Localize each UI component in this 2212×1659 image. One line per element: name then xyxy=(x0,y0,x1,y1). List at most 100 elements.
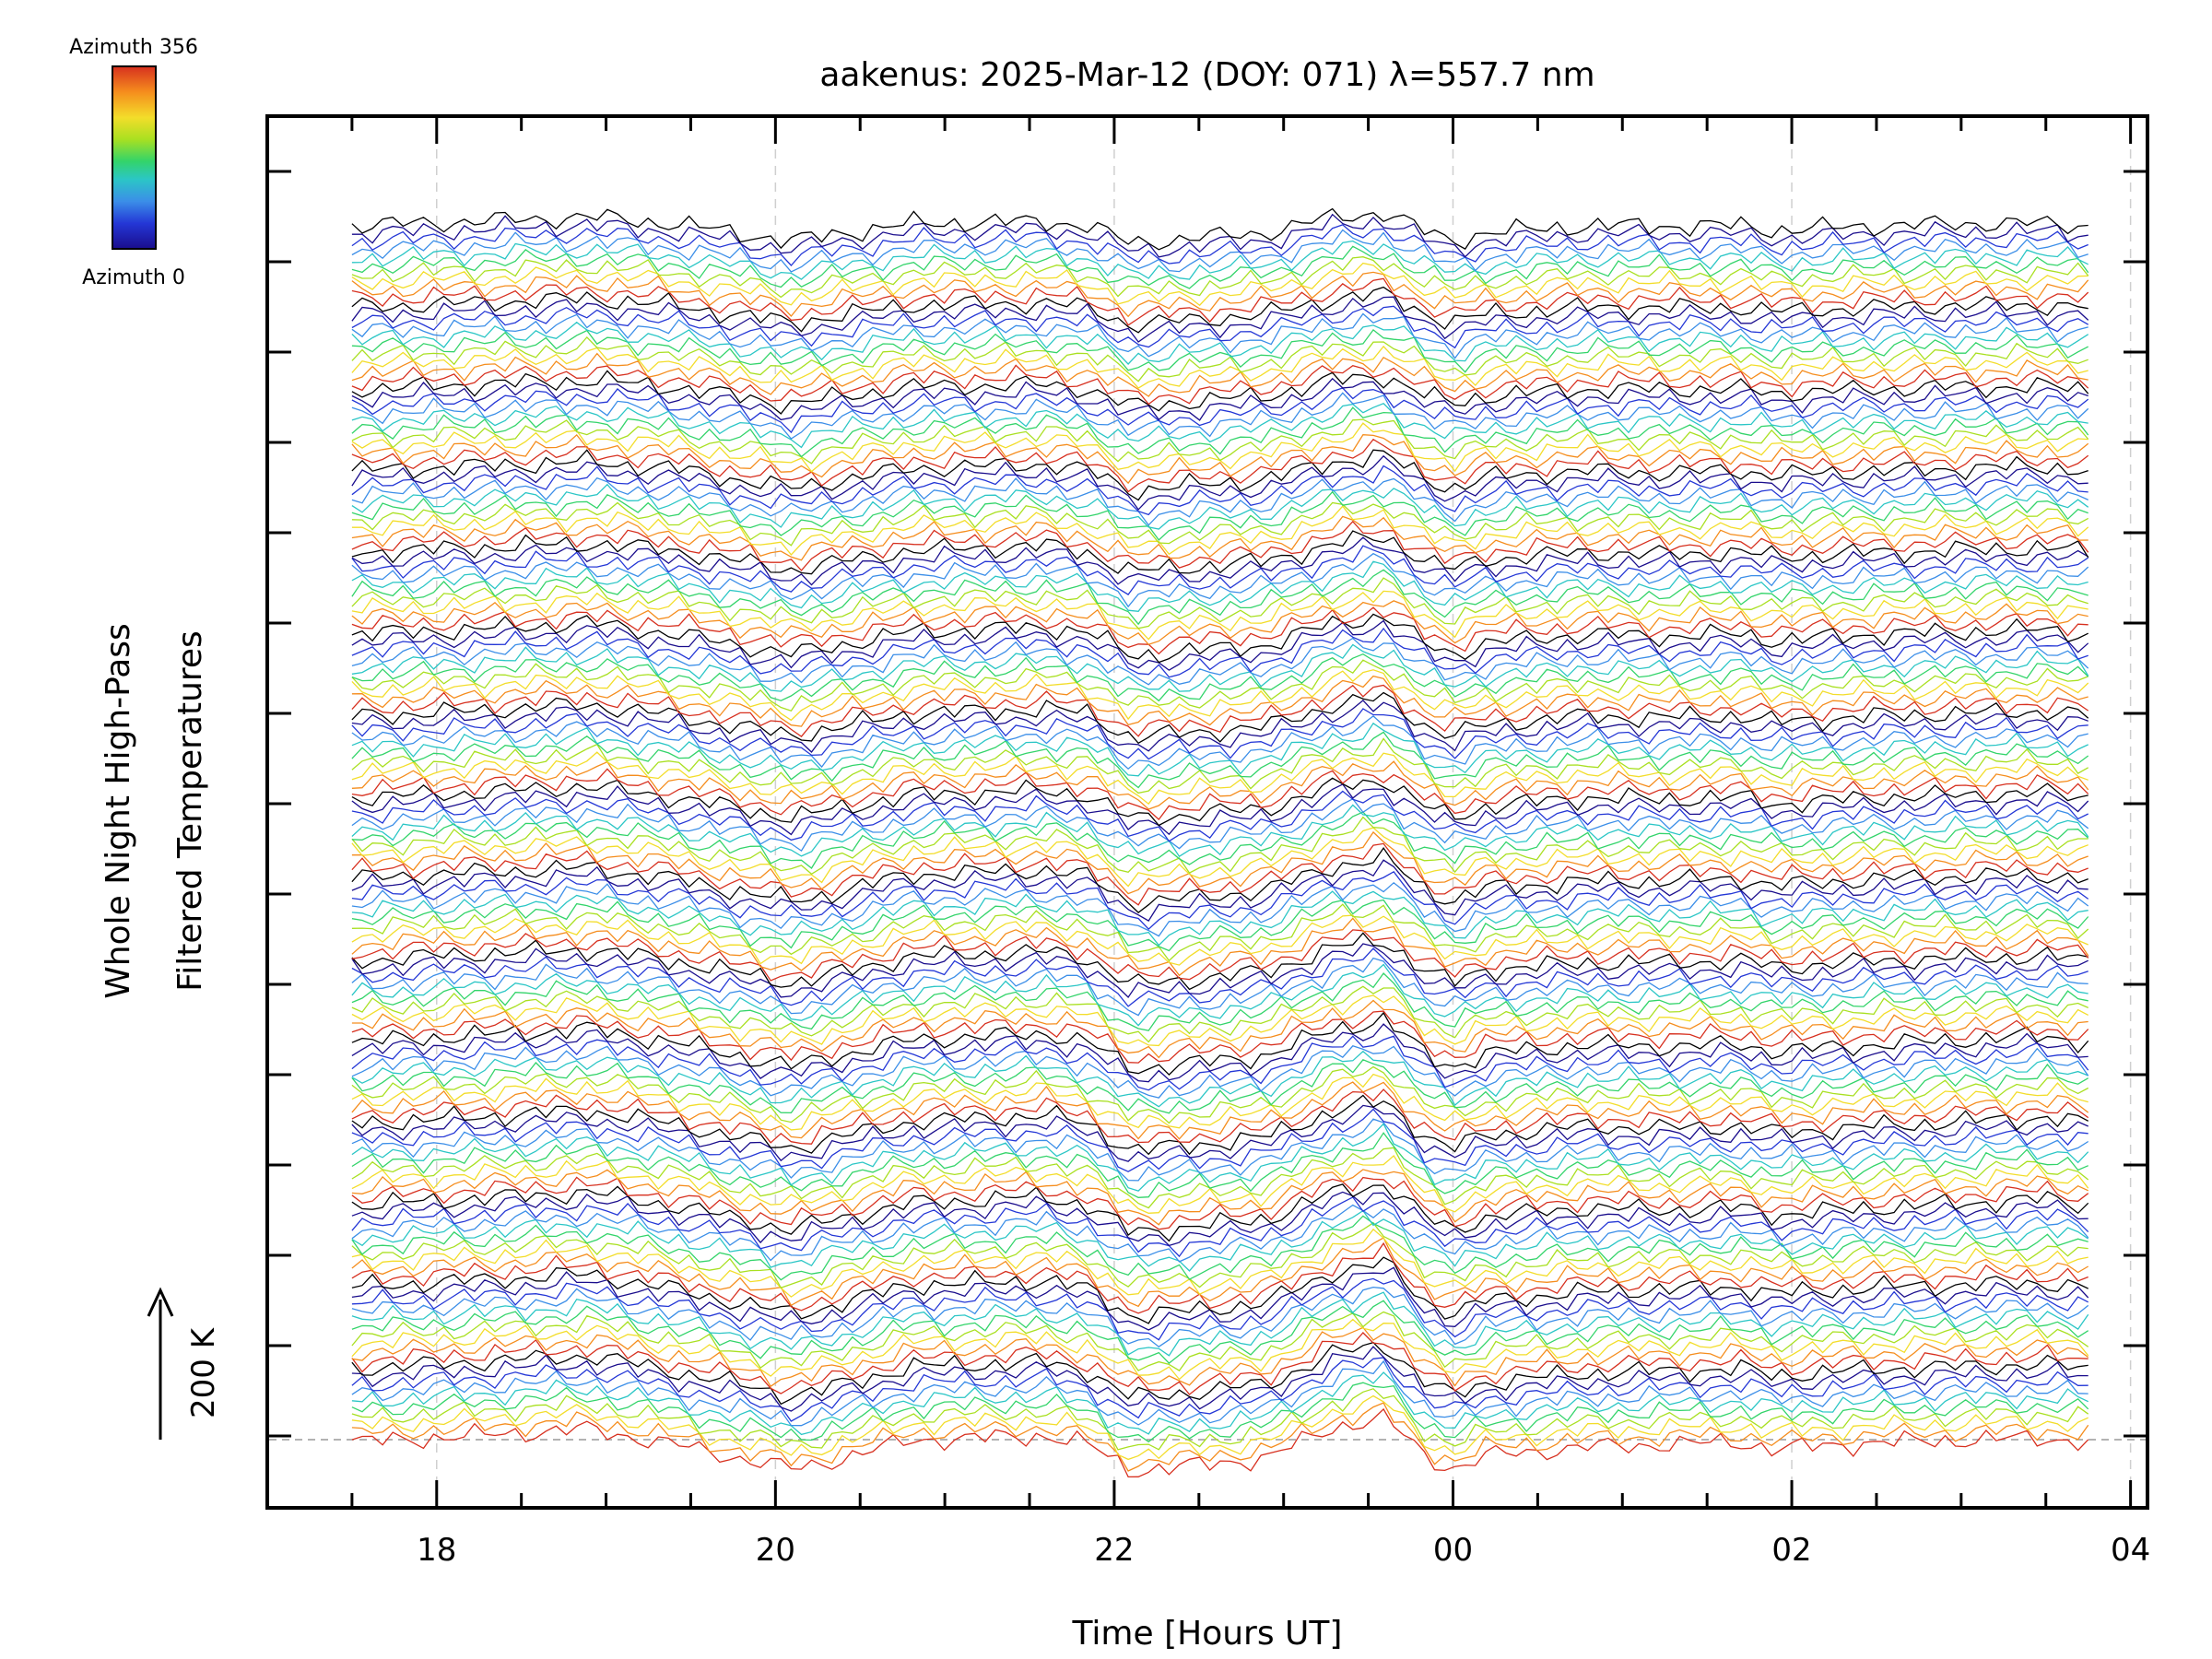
series-line-111 xyxy=(351,515,2088,561)
series-line-48 xyxy=(351,1023,2088,1083)
series-line-130 xyxy=(351,364,2089,406)
series-line-13 xyxy=(351,1311,2089,1371)
series-line-10 xyxy=(351,1332,2088,1395)
series-line-91 xyxy=(351,675,2088,727)
series-line-43 xyxy=(351,1065,2089,1124)
series-line-116 xyxy=(351,477,2088,526)
series-line-23 xyxy=(351,1221,2088,1289)
series-line-62 xyxy=(351,914,2088,966)
scale-bar-label: 200 K xyxy=(185,1326,222,1418)
series-line-59 xyxy=(351,932,2088,991)
scale-bar: 200 K xyxy=(147,1287,222,1440)
series-line-63 xyxy=(351,903,2089,962)
series-line-137 xyxy=(351,305,2089,349)
series-line-106 xyxy=(351,552,2089,608)
series-line-144 xyxy=(351,245,2089,289)
series-line-99 xyxy=(351,613,2088,664)
series-line-21 xyxy=(351,1237,2089,1308)
series-line-145 xyxy=(351,240,2088,280)
series-line-74 xyxy=(351,811,2089,869)
series-line-129 xyxy=(351,370,2089,415)
series-line-14 xyxy=(351,1300,2089,1364)
series-line-131 xyxy=(351,352,2088,397)
series-line-82 xyxy=(351,751,2088,806)
series-line-89 xyxy=(351,691,2089,745)
series-line-64 xyxy=(351,899,2089,952)
series-line-75 xyxy=(351,804,2089,858)
series-line-142 xyxy=(351,262,2088,307)
series-line-92 xyxy=(351,669,2089,722)
series-line-69 xyxy=(351,846,2088,913)
series-line-20 xyxy=(351,1241,2088,1314)
series-line-54 xyxy=(351,972,2088,1031)
series-line-68 xyxy=(351,859,2088,922)
series-line-34 xyxy=(351,1132,2088,1198)
axis-ticks xyxy=(265,116,2147,1508)
colorbar-bottom-label: Azimuth 0 xyxy=(82,266,185,289)
series-line-12 xyxy=(351,1318,2089,1381)
series-line-147 xyxy=(351,224,2088,266)
series-line-120 xyxy=(351,438,2089,493)
series-line-67 xyxy=(351,870,2089,931)
series-line-32 xyxy=(351,1155,2089,1214)
colorbar-top-label: Azimuth 356 xyxy=(69,36,198,59)
series-line-148 xyxy=(351,213,2088,258)
chart-title: aakenus: 2025-Mar-12 (DOY: 071) λ=557.7 … xyxy=(819,56,1594,94)
series-line-38 xyxy=(351,1104,2088,1162)
y-axis-label-line2: Filtered Temperatures xyxy=(171,630,209,992)
series-line-26 xyxy=(351,1204,2089,1263)
series-line-96 xyxy=(351,637,2089,686)
series-line-83 xyxy=(351,737,2089,794)
x-tick-label-02: 02 xyxy=(1771,1532,1811,1569)
series-line-141 xyxy=(351,271,2089,318)
series-line-40 xyxy=(351,1088,2089,1145)
series-line-79 xyxy=(351,777,2088,827)
series-lines xyxy=(351,207,2089,1478)
series-line-81 xyxy=(351,760,2089,810)
series-line-65 xyxy=(351,890,2088,947)
series-line-37 xyxy=(351,1108,2088,1172)
colorbar-gradient xyxy=(112,65,157,250)
series-line-3 xyxy=(351,1388,2089,1451)
series-line-134 xyxy=(351,328,2088,373)
series-line-4 xyxy=(351,1382,2089,1443)
series-line-16 xyxy=(351,1286,2089,1348)
y-axis-label-line1: Whole Night High-Pass xyxy=(100,623,137,999)
x-tick-label-00: 00 xyxy=(1433,1532,1473,1569)
series-line-102 xyxy=(351,590,2088,641)
series-line-5 xyxy=(351,1371,2088,1436)
series-line-71 xyxy=(351,830,2088,895)
series-line-95 xyxy=(351,643,2089,692)
series-line-33 xyxy=(351,1147,2089,1209)
series-line-84 xyxy=(351,731,2089,789)
series-line-85 xyxy=(351,722,2088,777)
series-line-11 xyxy=(351,1326,2089,1388)
series-line-110 xyxy=(351,520,2089,571)
x-axis-label: Time [Hours UT] xyxy=(1072,1615,1343,1653)
series-line-123 xyxy=(351,418,2089,465)
series-line-128 xyxy=(351,377,2088,421)
series-line-47 xyxy=(351,1035,2089,1091)
series-line-149 xyxy=(351,207,2088,251)
series-line-45 xyxy=(351,1050,2088,1108)
series-line-51 xyxy=(351,999,2088,1059)
series-line-124 xyxy=(351,406,2089,458)
series-line-101 xyxy=(351,600,2088,646)
x-tick-label-22: 22 xyxy=(1094,1532,1134,1569)
series-line-46 xyxy=(351,1045,2089,1099)
series-line-112 xyxy=(351,505,2089,556)
series-line-50 xyxy=(351,1010,2089,1064)
series-line-140 xyxy=(351,277,2089,326)
series-line-8 xyxy=(351,1346,2088,1412)
series-line-133 xyxy=(351,335,2088,382)
series-line-0 xyxy=(351,1407,2089,1478)
series-line-78 xyxy=(351,783,2089,836)
series-line-80 xyxy=(351,768,2089,821)
series-line-93 xyxy=(351,659,2088,712)
series-line-146 xyxy=(351,229,2088,273)
series-line-90 xyxy=(351,684,2089,737)
series-line-108 xyxy=(351,536,2089,586)
series-line-2 xyxy=(351,1394,2088,1461)
series-line-1 xyxy=(351,1402,2089,1472)
